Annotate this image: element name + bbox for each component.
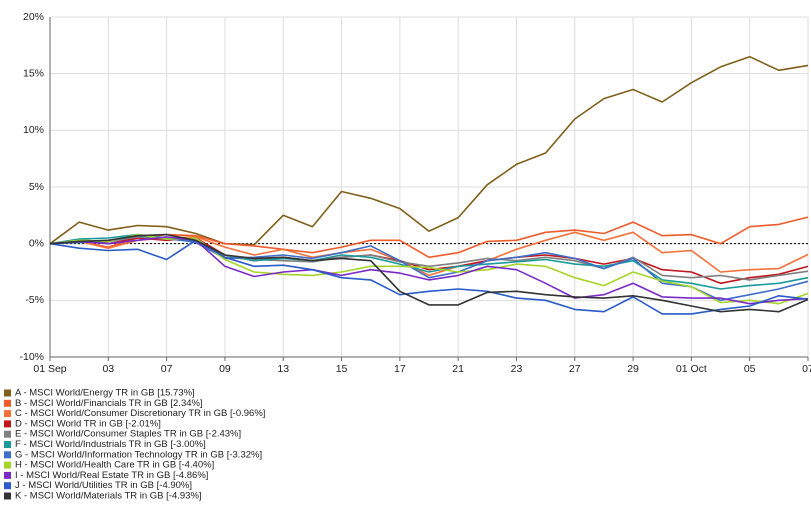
series-line xyxy=(49,55,809,246)
legend-label: D - MSCI World TR in GB [-2.01%] xyxy=(15,418,161,429)
x-tick-label: 15 xyxy=(336,363,348,375)
legend-swatch xyxy=(4,420,11,428)
legend-swatch xyxy=(4,389,11,397)
x-tick-label: 01 Sep xyxy=(33,363,66,375)
legend-label: K - MSCI World/Materials TR in GB [-4.93… xyxy=(15,491,202,502)
x-tick-label: 05 xyxy=(744,363,756,375)
x-tick-label: 17 xyxy=(394,363,406,375)
series-line xyxy=(49,216,809,259)
series-line xyxy=(49,233,809,313)
legend-swatch xyxy=(4,441,11,448)
legend-label: H - MSCI World/Health Care TR in GB [-4.… xyxy=(15,460,214,471)
y-tick-label: 20% xyxy=(23,11,44,23)
y-tick-label: -10% xyxy=(19,351,44,363)
x-tick-label: 29 xyxy=(627,363,639,375)
legend-swatch xyxy=(4,471,11,479)
legend-label: A - MSCI World/Energy TR in GB [15.73%] xyxy=(15,388,195,399)
legend-swatch xyxy=(4,482,11,490)
y-tick-label: 15% xyxy=(23,67,44,79)
legend-label: J - MSCI World/Utilities TR in GB [-4.90… xyxy=(15,480,192,491)
y-tick-label: -5% xyxy=(25,294,44,306)
x-tick-label: 23 xyxy=(511,363,523,375)
x-tick-label: 07 xyxy=(161,363,173,375)
x-tick-label: 01 Oct xyxy=(676,363,707,375)
legend-label: E - MSCI World/Consumer Staples TR in GB… xyxy=(15,429,241,440)
legend-label: I - MSCI World/Real Estate TR in GB [-4.… xyxy=(15,470,208,481)
legend-swatch xyxy=(4,399,11,407)
legend-swatch xyxy=(4,492,11,500)
legend-label: B - MSCI World/Financials TR in GB [2.34… xyxy=(15,398,203,409)
x-tick-label: 13 xyxy=(277,363,289,375)
x-tick-label: 09 xyxy=(219,363,231,375)
legend-label: G - MSCI World/Information Technology TR… xyxy=(15,449,262,460)
x-tick-label: 07 xyxy=(802,363,811,375)
x-tick-label: 03 xyxy=(102,363,114,375)
series-line xyxy=(49,236,809,305)
legend-label: F - MSCI World/Industrials TR in GB [-3.… xyxy=(15,439,206,450)
legend-label: C - MSCI World/Consumer Discretionary TR… xyxy=(15,408,265,419)
legend-swatch xyxy=(4,461,11,469)
x-tick-label: 27 xyxy=(569,363,581,375)
x-tick-label: 21 xyxy=(452,363,464,375)
legend-swatch xyxy=(4,451,11,459)
legend-swatch xyxy=(4,410,11,418)
y-tick-label: 0% xyxy=(29,237,44,249)
series-line xyxy=(49,239,809,315)
legend-swatch xyxy=(4,430,11,438)
y-tick-label: 5% xyxy=(29,181,44,193)
y-tick-label: 10% xyxy=(23,124,44,136)
